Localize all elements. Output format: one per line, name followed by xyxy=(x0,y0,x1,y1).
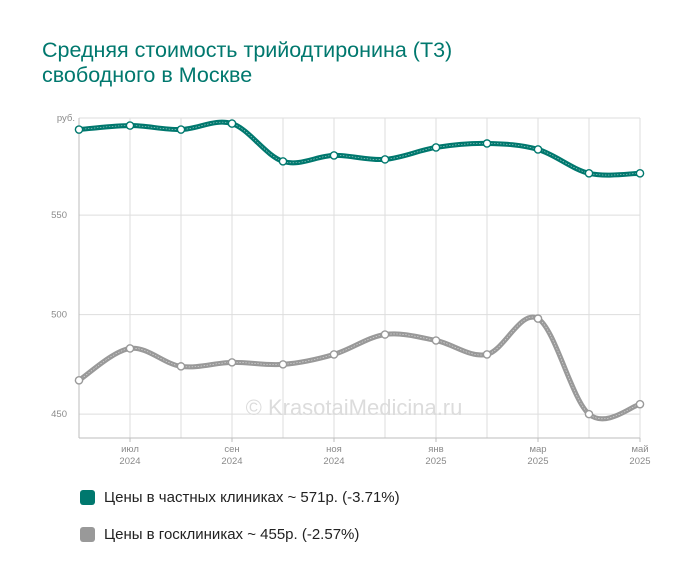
data-point-public xyxy=(431,336,441,345)
chart-title: Средняя стоимость трийодтиронина (Т3) св… xyxy=(42,38,452,88)
grid xyxy=(78,117,641,438)
x-tick-label-month: янв xyxy=(428,444,443,455)
data-point-public xyxy=(74,375,84,385)
data-point-public xyxy=(329,350,339,359)
data-point-public xyxy=(125,344,135,353)
data-point-private xyxy=(482,139,492,148)
x-tick-label-year: 2025 xyxy=(527,456,548,467)
x-tick-label-year: 2024 xyxy=(119,456,140,467)
y-tick-label: 550 xyxy=(51,210,67,221)
x-tick-label-year: 2025 xyxy=(629,456,650,467)
legend-item-private[interactable]: Цены в частных клиниках ~ 571р. (-3.71%) xyxy=(80,486,400,508)
data-point-private xyxy=(635,169,645,178)
x-axis: июл2024сен2024ноя2024янв2025мар2025май20… xyxy=(79,437,651,467)
data-point-public xyxy=(584,409,594,419)
data-point-private xyxy=(431,143,441,152)
x-tick-label-year: 2024 xyxy=(221,456,242,467)
data-point-private xyxy=(584,169,594,178)
x-tick-label-month: мар xyxy=(529,444,546,455)
x-tick-label-month: ноя xyxy=(326,444,342,455)
x-tick-label-year: 2025 xyxy=(425,456,446,467)
chart-title-line-2: свободного в Москве xyxy=(42,63,253,87)
data-point-private xyxy=(227,119,237,128)
data-point-public xyxy=(227,358,237,367)
data-point-private xyxy=(380,155,390,164)
data-point-private xyxy=(176,125,186,134)
legend-label-private: Цены в частных клиниках ~ 571р. (-3.71%) xyxy=(104,488,400,506)
y-axis: руб. 450 500 550 xyxy=(51,113,80,438)
data-point-private xyxy=(533,145,543,154)
series-layer xyxy=(74,119,645,422)
data-point-public xyxy=(176,362,186,371)
data-point-private xyxy=(125,121,135,130)
x-tick-label-month: май xyxy=(631,444,648,455)
legend: Цены в частных клиниках ~ 571р. (-3.71%)… xyxy=(80,486,400,560)
y-tick-label: 450 xyxy=(51,409,67,420)
series-line-private xyxy=(76,119,643,178)
data-point-public xyxy=(635,399,645,409)
watermark: © KrasotaiMedicina.ru xyxy=(246,395,463,420)
data-point-private xyxy=(278,157,288,166)
chart-title-line-1: Средняя стоимость трийодтиронина (Т3) xyxy=(42,38,453,62)
legend-item-public[interactable]: Цены в госклиниках ~ 455р. (-2.57%) xyxy=(80,523,400,545)
x-tick-label-month: сен xyxy=(224,444,239,455)
y-tick-label: 500 xyxy=(51,310,67,321)
data-point-public xyxy=(482,350,492,359)
watermark-layer: © KrasotaiMedicina.ru xyxy=(246,395,463,420)
data-point-public xyxy=(278,360,288,369)
data-point-public xyxy=(380,330,390,339)
x-tick-label-year: 2024 xyxy=(323,456,344,467)
legend-swatch-public xyxy=(80,526,95,542)
legend-label-public: Цены в госклиниках ~ 455р. (-2.57%) xyxy=(104,525,360,543)
legend-swatch-private xyxy=(80,489,95,505)
data-point-private xyxy=(329,151,339,160)
y-axis-unit-label: руб. xyxy=(57,113,75,124)
data-point-public xyxy=(533,314,543,323)
data-point-private xyxy=(74,125,84,134)
x-tick-label-month: июл xyxy=(121,444,139,455)
